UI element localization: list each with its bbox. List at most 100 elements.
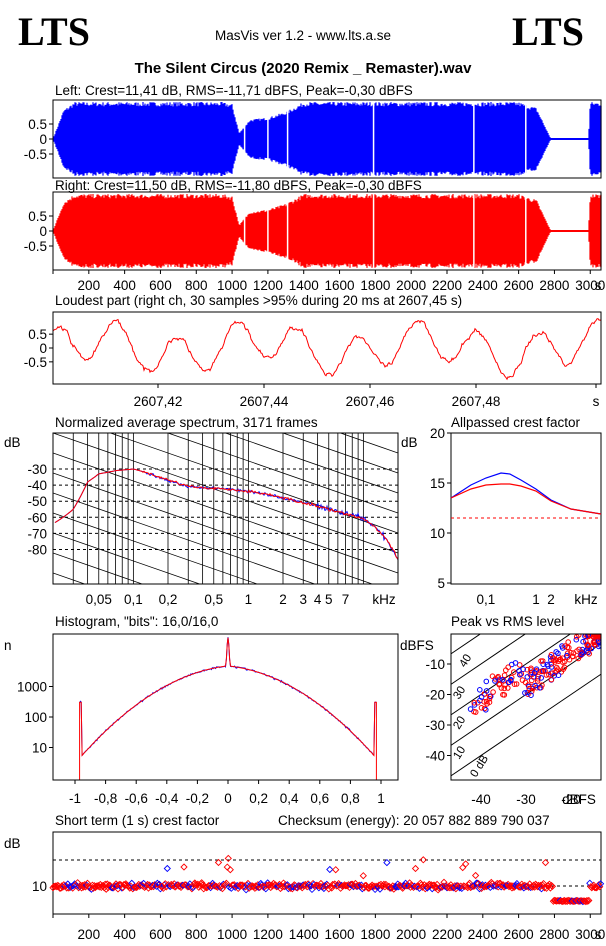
peakrms-ytick-1: -20 <box>425 688 445 703</box>
shortcrest-point-197 <box>243 881 251 889</box>
shortcrest-point-363 <box>406 883 415 891</box>
shortcrest-point-495 <box>536 881 545 890</box>
shortcrest-xtick-9: 2000 <box>396 927 426 942</box>
peakrms-point-213 <box>596 643 601 650</box>
histogram-xtick-2: -0,6 <box>125 791 148 806</box>
crest-xtick-0: 0,1 <box>477 592 496 607</box>
peakrms-point-172 <box>467 706 474 712</box>
shortcrest-point-196 <box>242 886 250 894</box>
shortcrest-point-281 <box>326 865 334 874</box>
peakrms-point-39 <box>538 658 544 664</box>
spectrum-xtick-10: kHz <box>372 592 395 607</box>
right-xtick-0: 200 <box>78 278 101 293</box>
histogram-title: Histogram, "bits": 16,0/16,0 <box>55 614 218 629</box>
spectrum-xtick-3: 0,5 <box>204 592 223 607</box>
right-ytick-1: 0 <box>39 224 47 239</box>
shortcrest-point-368 <box>411 864 420 873</box>
loudest-xtick-1: 2607,44 <box>240 394 289 409</box>
spectrum-slope--4 <box>281 433 398 474</box>
peakrms-point-178 <box>538 675 545 681</box>
shortcrest-point-168 <box>214 858 223 867</box>
spectrum-xtick-5: 2 <box>279 592 287 607</box>
histogram-left-line <box>79 637 377 757</box>
spectrum-right-line <box>54 468 398 560</box>
spectrum-ytick-5: -80 <box>27 543 47 558</box>
shortcrest-xtick-12: 2600 <box>504 927 534 942</box>
shortcrest-point-374 <box>417 881 426 889</box>
peakrms-point-54 <box>486 699 493 706</box>
shortcrest-xtick-1: 400 <box>113 927 136 942</box>
spectrum-xtick-1: 0,1 <box>124 592 143 607</box>
peakrms-point-17 <box>501 685 508 692</box>
shortcrest-point-498 <box>539 879 548 888</box>
left-ytick-0: 0.5 <box>28 117 47 132</box>
spectrum-slope-5 <box>53 532 201 584</box>
peakrms-point-78 <box>546 671 552 678</box>
histogram-ytick-1: 100 <box>24 710 47 725</box>
spectrum-slope-12 <box>53 673 398 793</box>
peakrms-point-30 <box>548 664 555 670</box>
shortcrest-point-147 <box>194 880 202 888</box>
shortcrest-point-182 <box>228 881 236 889</box>
peakrms-point-138 <box>575 655 582 662</box>
shortcrest-point-40 <box>88 881 97 889</box>
peakrms-frame <box>450 633 602 781</box>
histogram-xtick-7: 0,4 <box>280 791 299 806</box>
spectrum-frame <box>52 432 399 585</box>
peakrms-point-151 <box>528 692 534 699</box>
peakrms-point-188 <box>490 689 496 695</box>
peakrms-point-45 <box>533 669 539 675</box>
shortcrest-point-28 <box>76 881 85 889</box>
shortcrest-point-151 <box>198 879 206 887</box>
peakrms-point-246 <box>478 705 485 711</box>
left-ytick-1: 0 <box>39 132 47 147</box>
loudest-title: Loudest part (right ch, 30 samples >95% … <box>55 293 462 308</box>
peakrms-crest-line-2 <box>451 634 572 716</box>
peakrms-point-50 <box>489 673 496 680</box>
spectrum-slope-11 <box>53 653 398 773</box>
right-xtick-14: 3000 <box>575 278 605 293</box>
logo-right: LTS <box>512 9 584 54</box>
loudest-ytick-1: 0 <box>39 341 47 356</box>
shortcrest-point-556 <box>596 880 605 888</box>
right-xtick-6: 1400 <box>289 278 319 293</box>
histogram-xtick-10: 1 <box>377 791 385 806</box>
spectrum-xtick-9: 7 <box>342 592 350 607</box>
shortcrest-point-465 <box>507 882 515 890</box>
peakrms-point-179 <box>548 676 555 683</box>
shortcrest-point-396 <box>439 882 447 890</box>
shortcrest-point-426 <box>468 882 477 890</box>
right-xtick-15: s <box>595 278 602 293</box>
shortcrest-point-82 <box>130 883 138 892</box>
peakrms-point-169 <box>517 671 523 678</box>
spectrum-ytick-4: -70 <box>27 526 47 541</box>
spectrum-slope-3 <box>53 492 316 584</box>
peakrms-point-21 <box>564 650 571 657</box>
peakrms-point-206 <box>583 638 589 645</box>
peakrms-point-70 <box>600 640 601 643</box>
loudest-xtick-0: 2607,42 <box>134 394 183 409</box>
right-xtick-5: 1200 <box>253 278 283 293</box>
shortcrest-point-167 <box>213 883 222 891</box>
peakrms-point-119 <box>522 690 528 696</box>
peakrms-point-258 <box>503 667 509 674</box>
spectrum-slope--2 <box>166 433 398 514</box>
spectrum-xtick-8: 5 <box>325 592 333 607</box>
peakrms-point-141 <box>533 666 540 673</box>
peakrms-point-46 <box>524 674 531 680</box>
loudest-ytick-2: -0.5 <box>24 355 47 370</box>
shortcrest-point-451 <box>493 879 501 888</box>
peakrms-point-257 <box>564 652 570 659</box>
peakrms-crest-label-3: 10 <box>451 744 468 761</box>
shortcrest-point-132 <box>179 881 187 889</box>
checksum: Checksum (energy): 20 057 882 889 790 03… <box>278 813 550 828</box>
peakrms-point-198 <box>537 685 543 691</box>
shortcrest-point-32 <box>80 881 89 889</box>
shortcrest-title: Short term (1 s) crest factor <box>55 813 220 828</box>
peakrms-point-197 <box>483 698 490 705</box>
shortcrest-xtick-2: 600 <box>149 927 172 942</box>
shortcrest-frame <box>52 831 602 915</box>
shortcrest-point-405 <box>448 883 456 892</box>
loudest-xtick-4: s <box>593 394 600 409</box>
